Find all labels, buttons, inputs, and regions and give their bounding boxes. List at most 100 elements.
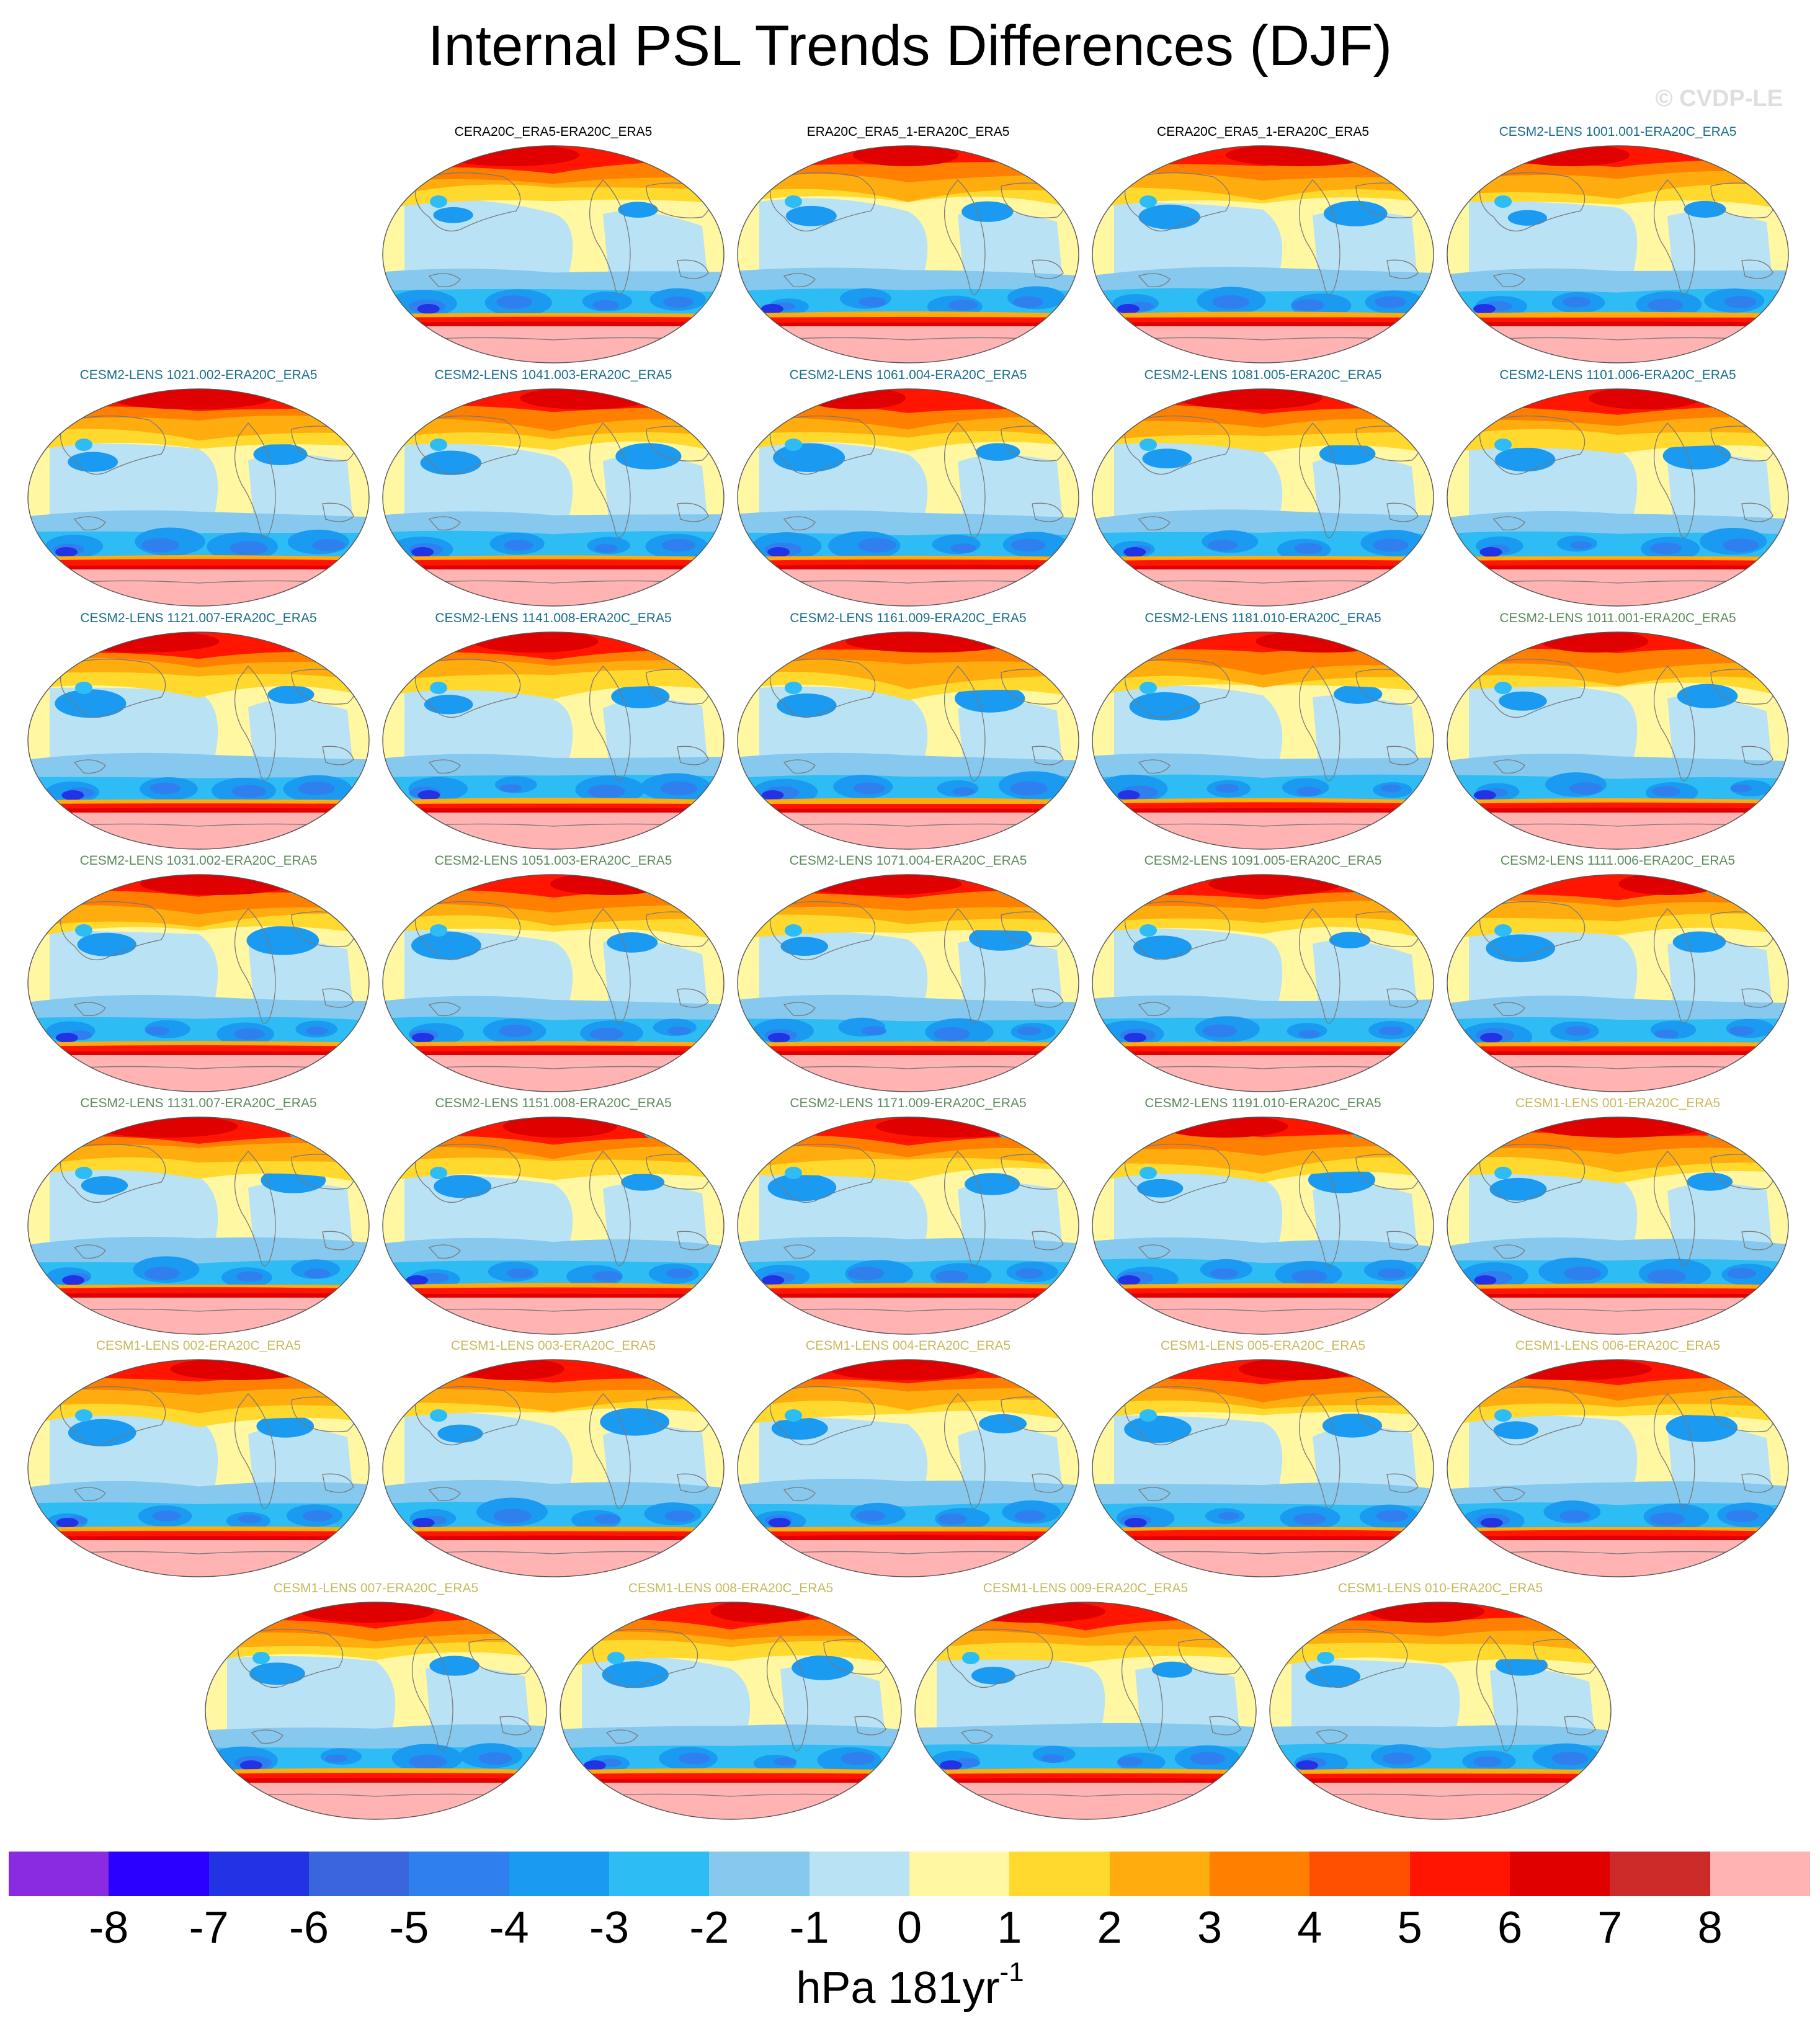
- map-panel: CESM1-LENS 010-ERA20C_ERA5: [1263, 1580, 1618, 1824]
- global-map: [1092, 631, 1434, 850]
- colorbar-ticks: -8 -7 -6 -5 -4 -3 -2 -1 0 1 2 3 4 5 6 7 8: [0, 1903, 1820, 1953]
- colorbar-swatch: [1209, 1852, 1310, 1896]
- panel-title: CESM1-LENS 006-ERA20C_ERA5: [1515, 1339, 1721, 1353]
- global-map: [1447, 1359, 1789, 1577]
- colorbar-swatch: [1610, 1852, 1710, 1896]
- global-map: [1447, 874, 1789, 1092]
- global-map: [1447, 1117, 1789, 1335]
- global-map: [560, 1602, 902, 1820]
- map-panel: CESM2-LENS 1051.003-ERA20C_ERA5: [376, 853, 731, 1096]
- map-panel: CESM2-LENS 1161.009-ERA20C_ERA5: [731, 610, 1086, 854]
- colorbar-tick-label: -3: [589, 1903, 630, 1953]
- colorbar-swatch: [1009, 1852, 1110, 1896]
- colorbar-swatch: [509, 1852, 609, 1896]
- map-panel: CESM2-LENS 1001.001-ERA20C_ERA5: [1440, 124, 1795, 367]
- map-panel: CESM2-LENS 1021.002-ERA20C_ERA5: [21, 367, 376, 610]
- map-panel: CESM2-LENS 1061.004-ERA20C_ERA5: [731, 367, 1086, 610]
- colorbar-tick-label: 4: [1297, 1903, 1323, 1953]
- colorbar-units: hPa 181yr: [796, 1963, 1000, 2013]
- colorbar-units-exponent: -1: [999, 1957, 1024, 1987]
- panel-title: ERA20C_ERA5_1-ERA20C_ERA5: [806, 125, 1010, 139]
- global-map: [737, 388, 1079, 607]
- colorbar-swatch: [809, 1852, 909, 1896]
- colorbar-swatch: [1409, 1852, 1510, 1896]
- map-panel: CESM2-LENS 1151.008-ERA20C_ERA5: [376, 1095, 731, 1339]
- map-panel: CESM1-LENS 005-ERA20C_ERA5: [1086, 1338, 1440, 1581]
- global-map: [737, 874, 1079, 1092]
- global-map: [382, 1117, 725, 1335]
- colorbar-swatch: [1109, 1852, 1210, 1896]
- global-map: [205, 1602, 547, 1820]
- global-map: [1092, 874, 1434, 1092]
- panel-title: CESM2-LENS 1061.004-ERA20C_ERA5: [789, 368, 1027, 382]
- panel-title: CESM1-LENS 007-ERA20C_ERA5: [273, 1581, 479, 1595]
- map-panel: CESM1-LENS 003-ERA20C_ERA5: [376, 1338, 731, 1581]
- map-panel: CESM2-LENS 1011.001-ERA20C_ERA5: [1440, 610, 1795, 854]
- panel-title: CESM2-LENS 1051.003-ERA20C_ERA5: [434, 854, 672, 868]
- global-map: [737, 145, 1079, 363]
- map-panel: CESM1-LENS 004-ERA20C_ERA5: [731, 1338, 1086, 1581]
- global-map: [1092, 1117, 1434, 1335]
- panel-title: CESM2-LENS 1181.010-ERA20C_ERA5: [1144, 611, 1381, 625]
- map-panel: CESM2-LENS 1081.005-ERA20C_ERA5: [1086, 367, 1440, 610]
- panel-title: CESM1-LENS 002-ERA20C_ERA5: [96, 1339, 301, 1353]
- panel-title: CESM1-LENS 005-ERA20C_ERA5: [1160, 1339, 1366, 1353]
- panel-title: CESM2-LENS 1141.008-ERA20C_ERA5: [435, 611, 672, 625]
- colorbar-swatch: [1309, 1852, 1410, 1896]
- global-map: [1092, 1359, 1434, 1577]
- panel-title: CESM2-LENS 1121.007-ERA20C_ERA5: [80, 611, 317, 625]
- global-map: [27, 874, 370, 1092]
- panel-title: CESM2-LENS 1131.007-ERA20C_ERA5: [80, 1096, 317, 1110]
- map-panel: CESM2-LENS 1111.006-ERA20C_ERA5: [1440, 853, 1795, 1096]
- panel-title: CESM2-LENS 1191.010-ERA20C_ERA5: [1144, 1096, 1381, 1110]
- colorbar-tick-label: 6: [1497, 1903, 1523, 1953]
- map-panel: CERA20C_ERA5_1-ERA20C_ERA5: [1086, 124, 1440, 367]
- panel-title: CESM1-LENS 001-ERA20C_ERA5: [1515, 1096, 1721, 1110]
- panel-title: CESM2-LENS 1031.002-ERA20C_ERA5: [79, 854, 318, 868]
- colorbar-label: hPa 181yr-1: [0, 1957, 1820, 2016]
- colorbar-tick-label: -6: [288, 1903, 329, 1953]
- colorbar-tick-label: 1: [997, 1903, 1022, 1953]
- map-panel: CESM2-LENS 1131.007-ERA20C_ERA5: [21, 1095, 376, 1339]
- panel-title: CESM2-LENS 1171.009-ERA20C_ERA5: [790, 1096, 1027, 1110]
- map-panel: CESM2-LENS 1191.010-ERA20C_ERA5: [1086, 1095, 1440, 1339]
- panel-title: CERA20C_ERA5-ERA20C_ERA5: [454, 125, 653, 139]
- map-panel: CESM1-LENS 009-ERA20C_ERA5: [908, 1580, 1263, 1824]
- panel-title: CESM2-LENS 1011.001-ERA20C_ERA5: [1499, 611, 1736, 625]
- panel-title: CESM2-LENS 1021.002-ERA20C_ERA5: [79, 368, 318, 382]
- panel-title: CESM1-LENS 010-ERA20C_ERA5: [1337, 1581, 1543, 1595]
- panel-title: CESM2-LENS 1091.005-ERA20C_ERA5: [1144, 854, 1382, 868]
- panel-title: CESM1-LENS 004-ERA20C_ERA5: [805, 1339, 1011, 1353]
- map-panel: CESM1-LENS 002-ERA20C_ERA5: [21, 1338, 376, 1581]
- watermark: © CVDP-LE: [1655, 86, 1783, 112]
- global-map: [1447, 631, 1789, 850]
- map-panel: CESM2-LENS 1181.010-ERA20C_ERA5: [1086, 610, 1440, 854]
- global-map: [737, 631, 1079, 850]
- global-map: [1447, 388, 1789, 607]
- global-map: [914, 1602, 1257, 1820]
- colorbar-swatch: [308, 1852, 409, 1896]
- colorbar-swatch: [909, 1852, 1010, 1896]
- panel-title: CESM2-LENS 1151.008-ERA20C_ERA5: [435, 1096, 672, 1110]
- global-map: [737, 1359, 1079, 1577]
- colorbar-tick-label: 0: [896, 1903, 922, 1953]
- colorbar-swatch: [409, 1852, 509, 1896]
- colorbar-tick-label: -4: [489, 1903, 529, 1953]
- map-panel: CESM1-LENS 006-ERA20C_ERA5: [1440, 1338, 1795, 1581]
- panel-title: CESM1-LENS 008-ERA20C_ERA5: [628, 1581, 834, 1595]
- panel-title: CESM2-LENS 1081.005-ERA20C_ERA5: [1144, 368, 1382, 382]
- colorbar-swatch: [9, 1852, 109, 1896]
- map-panel: CESM1-LENS 007-ERA20C_ERA5: [199, 1580, 553, 1824]
- colorbar-tick-label: 2: [1097, 1903, 1122, 1953]
- global-map: [1092, 145, 1434, 363]
- map-panel: CESM1-LENS 001-ERA20C_ERA5: [1440, 1095, 1795, 1339]
- colorbar-tick-label: -8: [89, 1903, 129, 1953]
- panel-title: CESM2-LENS 1071.004-ERA20C_ERA5: [789, 854, 1027, 868]
- map-panel: CESM2-LENS 1091.005-ERA20C_ERA5: [1086, 853, 1440, 1096]
- colorbar-tick-label: 3: [1197, 1903, 1223, 1953]
- panel-title: CESM2-LENS 1101.006-ERA20C_ERA5: [1499, 368, 1736, 382]
- map-panel: CESM2-LENS 1141.008-ERA20C_ERA5: [376, 610, 731, 854]
- map-panel: CESM2-LENS 1031.002-ERA20C_ERA5: [21, 853, 376, 1096]
- panel-title: CESM1-LENS 009-ERA20C_ERA5: [983, 1581, 1189, 1595]
- map-panel: CESM2-LENS 1121.007-ERA20C_ERA5: [21, 610, 376, 854]
